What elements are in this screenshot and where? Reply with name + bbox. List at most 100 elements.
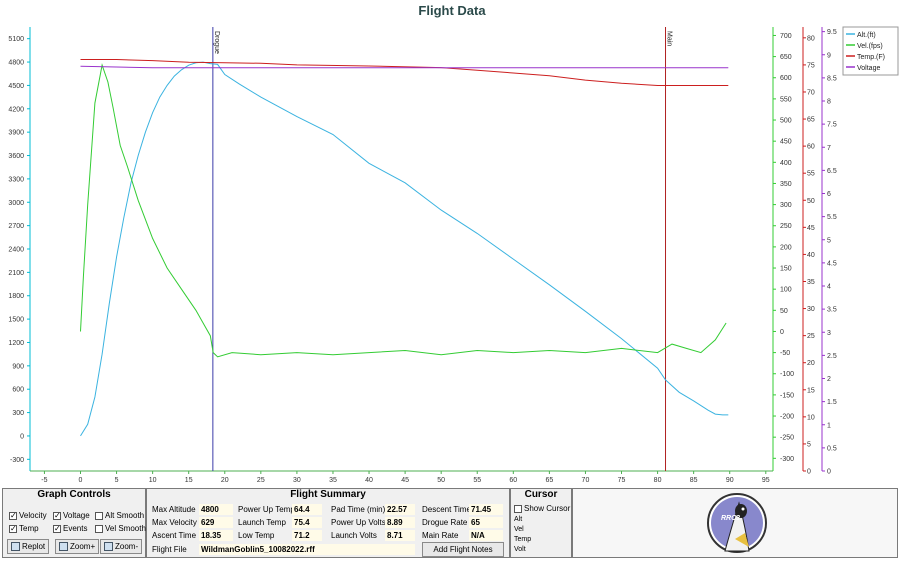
vel-smooth-checkbox[interactable]: Vel Smooth [95,524,146,533]
temperature-tick-label: 40 [807,252,815,259]
temperature-tick-label: 10 [807,414,815,421]
velocity-tick-label: -200 [780,414,794,421]
empty-checkbox-icon [514,504,522,513]
field-value: 71.2 [292,530,322,541]
field-value: 75.4 [292,517,322,528]
altitude-tick-label: 300 [12,410,24,417]
field-label: Power Up Volts [331,518,386,527]
empty-checkbox-icon [95,511,103,520]
velocity-tick-label: 300 [780,202,792,209]
altitude-tick-label: 0 [20,433,24,440]
x-tick-label: 60 [509,477,517,484]
altitude-tick-label: -300 [10,457,24,464]
x-tick-label: 30 [293,477,301,484]
field-label: Drogue Rate [422,518,468,527]
voltage-tick-label: 7 [827,145,831,152]
temperature-tick-label: 45 [807,225,815,232]
field-value: 629 [199,517,233,528]
field-value: 64.4 [292,504,322,515]
voltage-tick-label: 1.5 [827,399,837,406]
x-tick-label: 80 [654,477,662,484]
events-checkbox[interactable]: ✓ Events [53,523,88,533]
x-tick-label: 0 [79,477,83,484]
x-tick-label: 50 [437,477,445,484]
temp-checkbox[interactable]: ✓ Temp [9,523,39,533]
field-label: Max Velocity [152,518,197,527]
temperature-tick-label: 80 [807,35,815,42]
velocity-tick-label: 650 [780,54,792,61]
x-tick-label: 85 [690,477,698,484]
temperature-tick-label: 75 [807,62,815,69]
field-label: Low Temp [238,531,275,540]
cursor-vel-label: Vel [514,526,524,533]
velocity-checkbox[interactable]: ✓ Velocity [9,510,47,520]
field-label: Pad Time (min) [331,505,386,514]
x-tick-label: 40 [365,477,373,484]
check-icon: ✓ [53,523,61,533]
velocity-tick-label: -150 [780,392,794,399]
field-value: 8.89 [385,517,415,528]
velocity-tick-label: -250 [780,435,794,442]
show-cursor-checkbox[interactable]: Show Cursor [514,504,570,513]
x-tick-label: 95 [762,477,770,484]
voltage-tick-label: 3 [827,330,831,337]
temperature-tick-label: 60 [807,144,815,151]
flight-file-label: Flight File [152,545,187,554]
altitude-tick-label: 2100 [8,270,24,277]
voltage-tick-label: 9.5 [827,29,837,36]
temperature-tick-label: 50 [807,198,815,205]
field-label: Max Altitude [152,505,196,514]
field-label: Descent Time [422,505,471,514]
zoom-in-icon [59,542,68,551]
velocity-tick-label: -100 [780,371,794,378]
velocity-tick-label: 50 [780,308,788,315]
x-tick-label: 45 [401,477,409,484]
voltage-tick-label: 8 [827,99,831,106]
x-tick-label: 10 [149,477,157,484]
cursor-alt-label: Alt [514,516,523,523]
temperature-tick-label: 65 [807,117,815,124]
altitude-tick-label: 3300 [8,176,24,183]
field-value: 4800 [199,504,233,515]
zoom-out-icon [104,542,113,551]
logo-area: RRC3 [572,488,898,558]
x-tick-label: 55 [473,477,481,484]
velocity-tick-label: 250 [780,223,792,230]
velocity-tick-label: -300 [780,456,794,463]
alt-smooth-checkbox[interactable]: Alt Smooth [95,511,144,520]
flight-data-chart[interactable]: Flight Data -5 0 5 10 15 20 25 30 35 40 45 50 55 60 65… [0,0,900,486]
add-flight-notes-button[interactable]: Add Flight Notes [422,542,504,557]
altitude-tick-label: 900 [12,363,24,370]
altitude-tick-label: 1200 [8,340,24,347]
zoom-out-button[interactable]: Zoom- [100,539,143,554]
zoom-in-button[interactable]: Zoom+ [55,539,100,554]
velocity-tick-label: 350 [780,181,792,188]
velocity-tick-label: 550 [780,96,792,103]
x-tick-label: 75 [618,477,626,484]
voltage-tick-label: 0.5 [827,445,837,452]
x-tick-label: 65 [545,477,553,484]
field-label: Ascent Time [152,531,197,540]
legend-label-temperature: Temp.(F) [857,54,885,61]
x-tick-label: 35 [329,477,337,484]
legend-box [842,26,899,76]
graph-controls-panel: Graph Controls ✓ Velocity ✓ Voltage Alt Sm… [2,488,146,558]
check-icon: ✓ [53,510,61,520]
flight-summary-title: Flight Summary [290,489,366,500]
velocity-tick-label: 150 [780,266,792,273]
field-value: 65 [469,517,503,528]
voltage-checkbox[interactable]: ✓ Voltage [53,510,90,520]
velocity-tick-label: 700 [780,33,792,40]
empty-checkbox-icon [95,524,103,533]
field-label: Launch Volts [331,531,377,540]
altitude-tick-label: 4200 [8,106,24,113]
temperature-tick-label: 0 [807,469,811,476]
temperature-tick-label: 5 [807,441,811,448]
temperature-tick-label: 70 [807,89,815,96]
altitude-tick-label: 2700 [8,223,24,230]
replot-button[interactable]: Replot [7,539,50,554]
voltage-tick-label: 2.5 [827,353,837,360]
flight-file-field[interactable]: WildmanGoblin5_10082022.rff [199,544,415,555]
velocity-tick-label: 600 [780,75,792,82]
altitude-tick-label: 3600 [8,153,24,160]
